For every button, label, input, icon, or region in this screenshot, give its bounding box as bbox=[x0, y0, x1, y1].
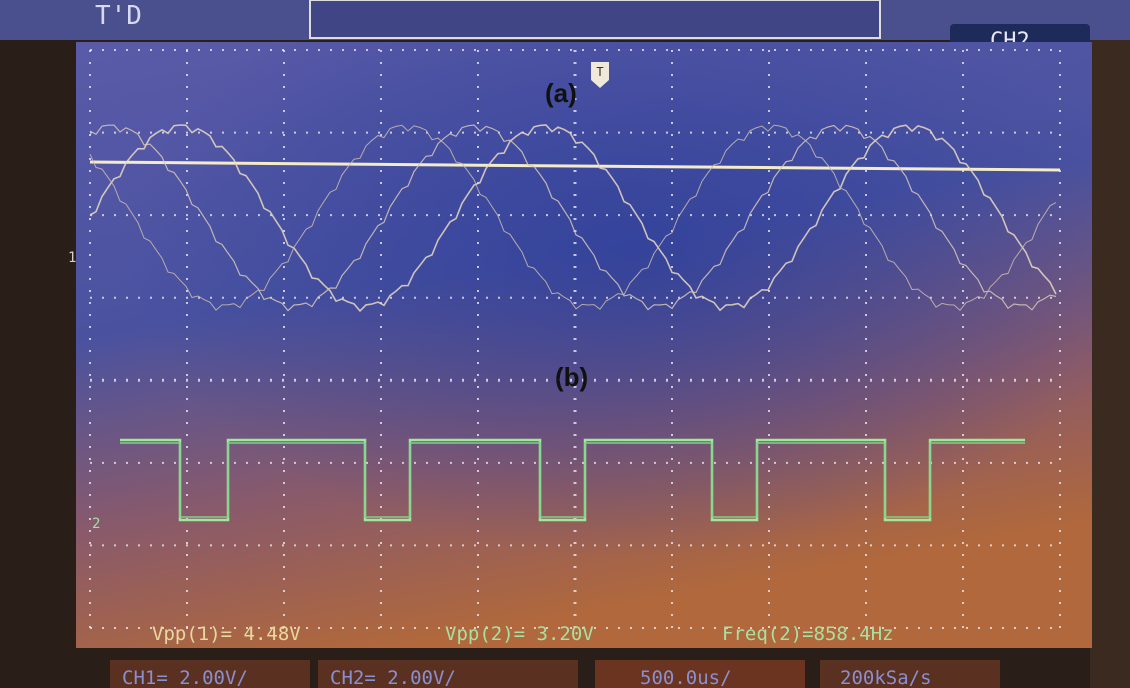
status-box bbox=[820, 660, 1000, 688]
channel-1-marker: 1 bbox=[68, 250, 76, 266]
trace-a-flat bbox=[89, 160, 1061, 172]
screen-glow bbox=[76, 42, 1092, 648]
status-timebase: 500.0us/ bbox=[640, 667, 732, 688]
status-box bbox=[595, 660, 805, 688]
status-samplerate: 200kSa/s bbox=[840, 667, 932, 688]
bezel-right bbox=[1090, 0, 1130, 688]
status-box bbox=[110, 660, 310, 688]
trace-a bbox=[89, 124, 1057, 312]
grid bbox=[89, 49, 1061, 629]
waveforms bbox=[89, 124, 1061, 522]
channel-2-marker: 2 bbox=[92, 516, 100, 532]
trace-b bbox=[120, 442, 1025, 518]
annotation-a: (a) bbox=[545, 78, 577, 108]
status-ch2: CH2= 2.00V/ bbox=[330, 667, 456, 688]
status-ch1: CH1= 2.00V/ bbox=[122, 667, 248, 688]
trigger-marker-shape bbox=[591, 62, 609, 88]
measurement-vpp1: Vpp(1)= 4.48V bbox=[152, 623, 301, 645]
annotation-b: (b) bbox=[555, 362, 588, 392]
trace-a bbox=[89, 124, 1057, 313]
trace-a bbox=[89, 124, 1057, 312]
top-left-label: T'D bbox=[95, 1, 142, 31]
status-box bbox=[318, 660, 578, 688]
measurement-freq: Freq(2)=858.4Hz bbox=[722, 623, 894, 645]
trigger-marker: T bbox=[596, 65, 603, 79]
measurement-vpp2: Vpp(2)= 3.20V bbox=[445, 623, 594, 645]
top-panel bbox=[309, 0, 881, 39]
